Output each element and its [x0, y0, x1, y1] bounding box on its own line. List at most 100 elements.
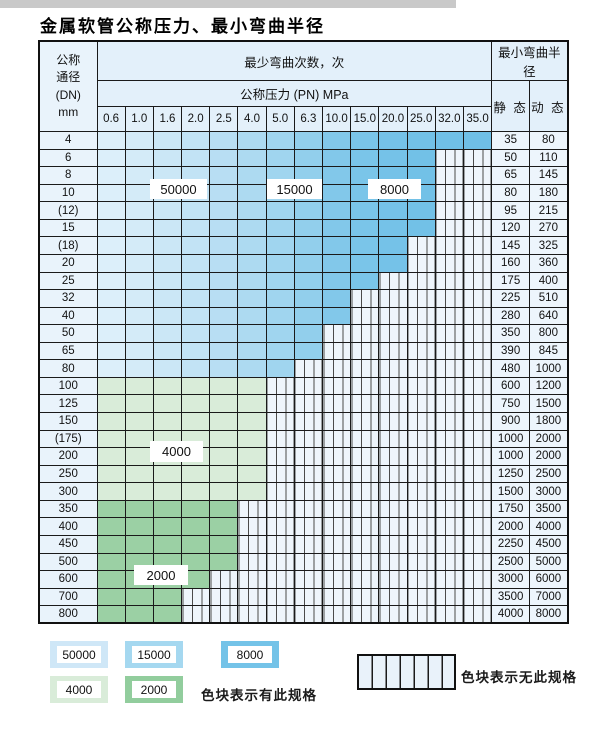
spec-available-cell: [96, 166, 126, 185]
spec-unavailable-cell: [406, 253, 436, 273]
matrix-value-label: 8000: [368, 179, 421, 199]
spec-available-cell: [181, 324, 211, 343]
spec-unavailable-cell: [293, 412, 324, 431]
spec-unavailable-cell: [265, 376, 295, 396]
spec-available-cell: [96, 499, 126, 519]
spec-unavailable-cell: [293, 447, 324, 466]
table-row: 500 2500 5000: [38, 552, 569, 572]
spec-available-cell: [237, 341, 267, 361]
spec-available-cell: [321, 166, 352, 185]
spec-available-cell: [237, 359, 267, 378]
spec-available-cell: [293, 253, 324, 273]
spec-unavailable-cell: [321, 324, 352, 343]
spec-available-cell: [237, 324, 267, 343]
spec-unavailable-cell: [434, 517, 464, 536]
spec-unavailable-cell: [378, 570, 408, 589]
table-row: 65 390 845: [38, 341, 569, 361]
table-row: 50 350 800: [38, 324, 569, 343]
spec-available-cell: [152, 605, 183, 624]
spec-available-cell: [237, 429, 267, 449]
spec-unavailable-cell: [434, 394, 464, 413]
spec-available-cell: [181, 359, 211, 378]
dynamic-value: 2000: [529, 429, 569, 449]
header-pressure-value: 0.6: [96, 106, 126, 132]
static-value: 160: [491, 253, 531, 273]
static-value: 120: [491, 218, 531, 238]
table-row: (18) 145 325: [38, 236, 569, 255]
spec-unavailable-cell: [378, 482, 408, 501]
matrix-value-label: 50000: [150, 179, 207, 199]
spec-unavailable-cell: [293, 517, 324, 536]
spec-unavailable-cell: [434, 253, 464, 273]
spec-unavailable-cell: [378, 289, 408, 308]
spec-unavailable-cell: [434, 464, 464, 484]
dynamic-value: 7000: [529, 587, 569, 607]
spec-available-cell: [181, 394, 211, 413]
spec-unavailable-cell: [406, 271, 436, 291]
spec-unavailable-cell: [350, 306, 380, 326]
table-row: (175) 1000 2000: [38, 429, 569, 449]
spec-unavailable-cell: [321, 341, 352, 361]
spec-available-cell: [209, 166, 239, 185]
spec-available-cell: [209, 552, 239, 572]
spec-unavailable-cell: [293, 605, 324, 624]
spec-available-cell: [406, 201, 436, 220]
spec-available-cell: [265, 341, 295, 361]
spec-unavailable-cell: [350, 517, 380, 536]
spec-unavailable-cell: [434, 359, 464, 378]
spec-unavailable-cell: [378, 306, 408, 326]
spec-unavailable-cell: [434, 341, 464, 361]
spec-available-cell: [124, 253, 154, 273]
row-label-dn: 20: [38, 253, 98, 273]
spec-unavailable-cell: [406, 447, 436, 466]
row-label-dn: 15: [38, 218, 98, 238]
spec-available-cell: [96, 324, 126, 343]
spec-unavailable-cell: [434, 447, 464, 466]
dynamic-value: 5000: [529, 552, 569, 572]
spec-available-cell: [265, 201, 295, 220]
table-row: 40 280 640: [38, 306, 569, 326]
spec-available-cell: [96, 429, 126, 449]
row-label-dn: 50: [38, 324, 98, 343]
spec-unavailable-cell: [462, 429, 493, 449]
spec-unavailable-cell: [293, 376, 324, 396]
spec-unavailable-cell: [265, 412, 295, 431]
spec-available-cell: [321, 148, 352, 168]
spec-available-cell: [265, 218, 295, 238]
dynamic-value: 6000: [529, 570, 569, 589]
spec-unavailable-cell: [406, 306, 436, 326]
spec-available-cell: [181, 271, 211, 291]
dynamic-value: 640: [529, 306, 569, 326]
spec-available-cell: [124, 201, 154, 220]
spec-unavailable-cell: [434, 552, 464, 572]
spec-available-cell: [96, 517, 126, 536]
spec-unavailable-cell: [321, 499, 352, 519]
spec-unavailable-cell: [293, 429, 324, 449]
spec-available-cell: [96, 306, 126, 326]
spec-unavailable-cell: [462, 306, 493, 326]
spec-available-cell: [321, 218, 352, 238]
spec-unavailable-cell: [406, 482, 436, 501]
spec-table: 公称 通径 (DN) mm 最少弯曲次数，次 最小弯曲半径 公称压力 (PN) …: [38, 40, 569, 625]
spec-available-cell: [152, 587, 183, 607]
dynamic-value: 4000: [529, 517, 569, 536]
spec-unavailable-cell: [462, 359, 493, 378]
spec-unavailable-cell: [350, 359, 380, 378]
spec-unavailable-cell: [350, 289, 380, 308]
legend-swatch: 4000: [50, 676, 108, 703]
spec-unavailable-cell: [293, 534, 324, 554]
static-value: 390: [491, 341, 531, 361]
static-value: 350: [491, 324, 531, 343]
legend-swatch-label: 4000: [57, 681, 101, 698]
static-value: 3500: [491, 587, 531, 607]
spec-unavailable-cell: [378, 359, 408, 378]
header-pressure-value: 35.0: [462, 106, 493, 132]
spec-unavailable-cell: [434, 201, 464, 220]
spec-unavailable-cell: [237, 570, 267, 589]
static-value: 225: [491, 289, 531, 308]
spec-available-cell: [237, 183, 267, 203]
spec-unavailable-cell: [265, 482, 295, 501]
spec-unavailable-cell: [434, 429, 464, 449]
table-row: 250 1250 2500: [38, 464, 569, 484]
